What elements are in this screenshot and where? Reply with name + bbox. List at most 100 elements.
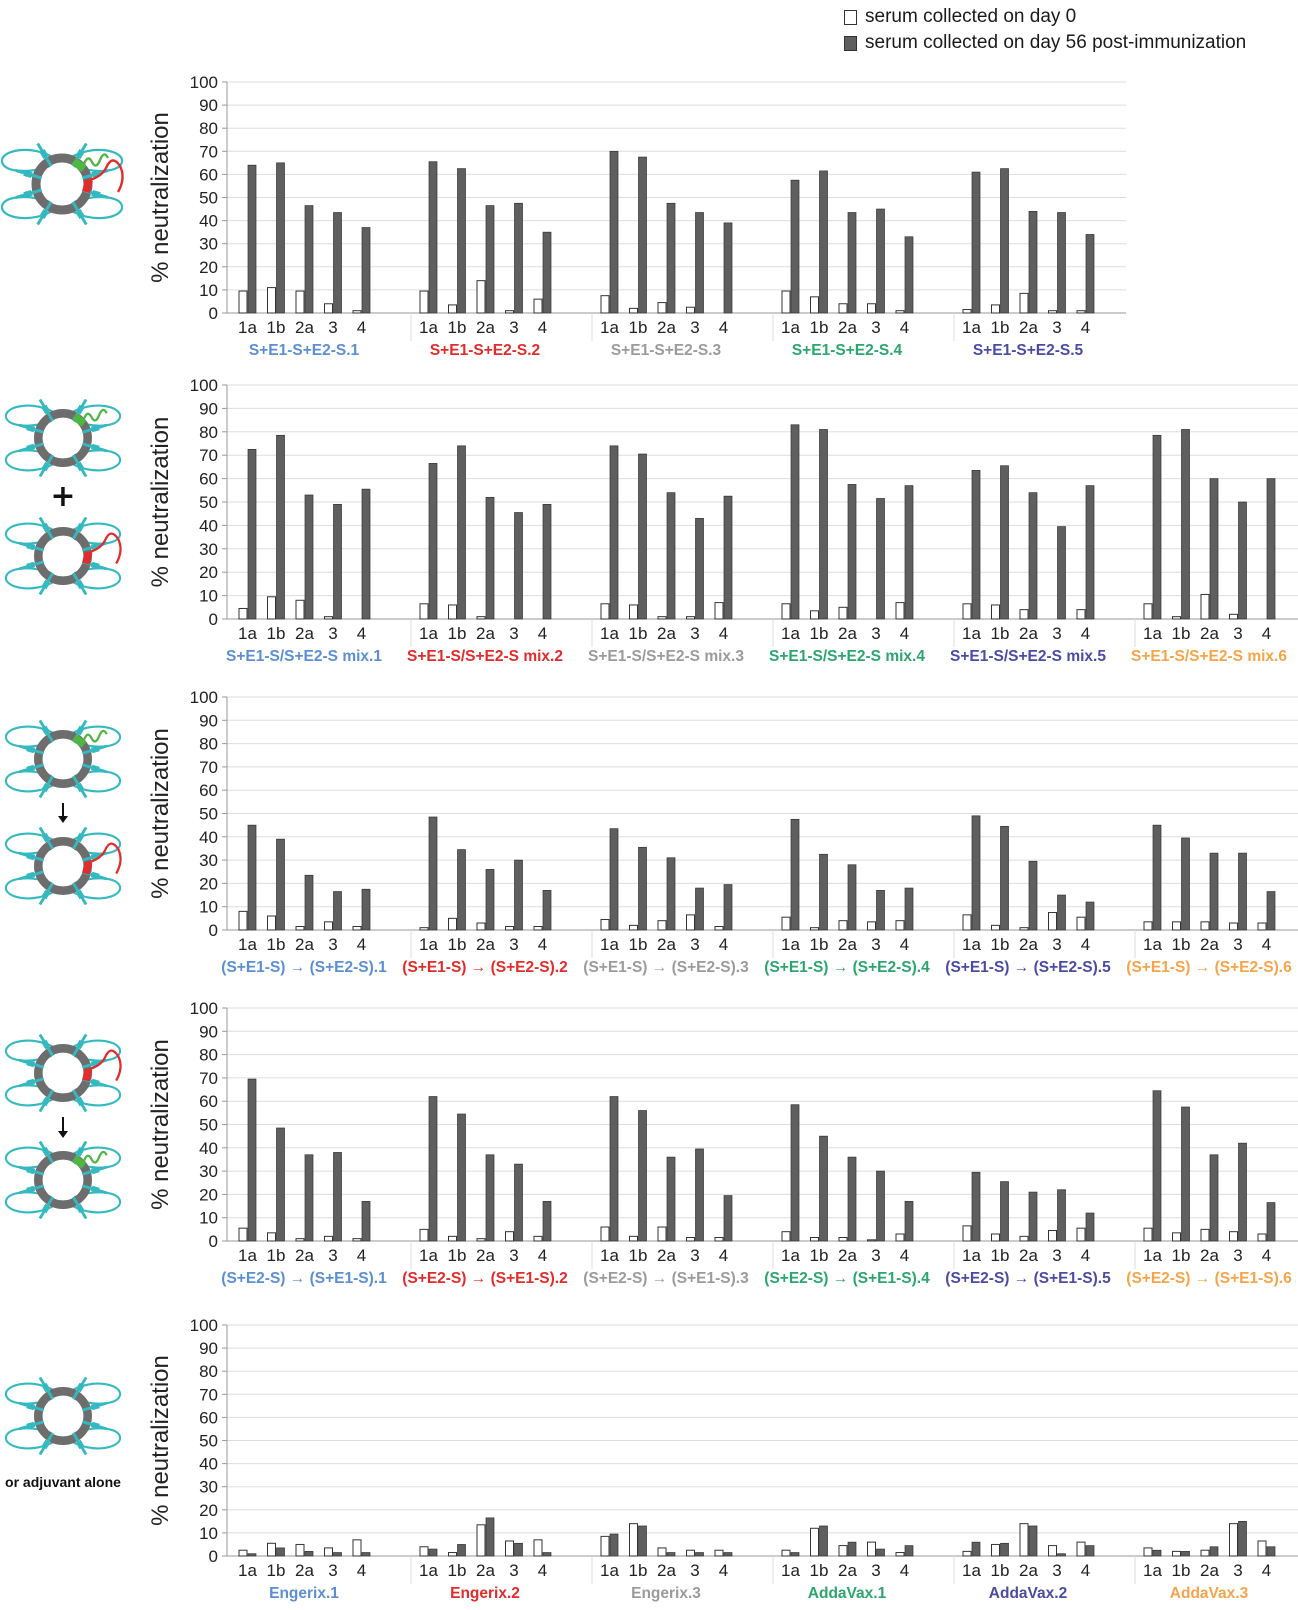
bar-day56	[819, 853, 828, 931]
x-tick-label: 4	[1081, 624, 1090, 643]
bar-day0	[1229, 1231, 1238, 1242]
x-tick-label: 2a	[1019, 1561, 1038, 1580]
x-tick-label: 4	[357, 1561, 366, 1580]
bar-day0	[238, 607, 248, 620]
x-tick-label: 2a	[657, 624, 676, 643]
bar-day0	[781, 1231, 791, 1242]
bar-day56	[723, 222, 733, 314]
group-label: (S+E2-S) → (S+E1-S).1	[221, 1270, 387, 1287]
bar-day0	[533, 1235, 543, 1242]
x-tick-label: 2a	[657, 1561, 676, 1580]
loop-path	[70, 1039, 122, 1062]
x-tick-label: 3	[328, 318, 337, 337]
y-tick-label: 40	[199, 1139, 218, 1158]
y-tick-label: 30	[199, 235, 218, 254]
bar-day56	[333, 212, 342, 314]
bar-day0	[895, 310, 905, 314]
bar-day56	[304, 494, 314, 620]
bar-day56	[1085, 901, 1095, 931]
bar-day0	[962, 309, 972, 314]
group-label-arrow: →	[290, 959, 306, 976]
y-tick-label: 20	[199, 874, 218, 893]
spike-head	[75, 404, 85, 415]
group-label-part1: (S+E1-S)	[945, 959, 1013, 976]
bar-day56	[1209, 852, 1219, 931]
bar-day56	[485, 1154, 495, 1242]
group-label-arrow: →	[1014, 959, 1030, 976]
x-tick-label: 3	[328, 935, 337, 954]
x-tick-label: 3	[1233, 1561, 1242, 1580]
x-tick-label: 2a	[1019, 935, 1038, 954]
bar-day0	[419, 1546, 429, 1557]
bar-day0	[962, 1225, 972, 1242]
bar-day56	[276, 162, 285, 314]
spike-head	[90, 1402, 100, 1411]
group-label-part2: (S+E2-S).1	[305, 959, 387, 976]
y-axis-label: % neutralization	[147, 1039, 174, 1210]
loop-path	[4, 567, 56, 590]
y-tick-label: 70	[199, 1069, 218, 1088]
x-tick-label: 1b	[629, 624, 648, 643]
bar-day0	[324, 616, 333, 620]
y-tick-label: 100	[190, 999, 218, 1018]
spike-head	[41, 1039, 51, 1050]
bar-day0	[629, 1235, 638, 1242]
group-label: S+E1-S/S+E2-S mix.5	[950, 648, 1106, 665]
bar-day0	[895, 1233, 905, 1242]
x-tick-label: 3	[509, 318, 518, 337]
bar-day0	[295, 926, 305, 931]
plasmid-ring	[34, 1387, 92, 1445]
group-label-part2: (S+E2-S).5	[1029, 959, 1111, 976]
x-tick-label: 1a	[419, 1561, 438, 1580]
y-tick-label: 0	[209, 610, 218, 629]
spike-head	[39, 149, 49, 159]
x-tick-label: 3	[1052, 935, 1061, 954]
x-tick-label: 2a	[1200, 935, 1219, 954]
spike-head	[41, 522, 51, 533]
x-tick-label: 1a	[962, 624, 981, 643]
insert-red	[82, 861, 93, 875]
chart-panel-1: 0 10 20 30 40 50 60 70 80 90 100 % neutralization 1a…	[147, 73, 1126, 359]
bar-day56	[457, 445, 466, 620]
y-tick-label: 90	[199, 1022, 218, 1041]
bar-day0	[352, 1539, 362, 1557]
bar-day0	[838, 1545, 848, 1557]
bar-day56	[457, 1544, 466, 1557]
spike-head	[39, 209, 49, 219]
bar-day0	[962, 603, 972, 620]
bar-day56	[723, 1195, 733, 1242]
spike-head	[90, 1166, 100, 1175]
insert-red	[82, 1068, 93, 1082]
x-tick-label: 1b	[1172, 1246, 1191, 1265]
bar-day56	[247, 1553, 257, 1557]
loop-path	[4, 725, 56, 748]
bar-day56	[457, 1113, 466, 1242]
bar-day0	[962, 914, 972, 931]
y-tick-label: 0	[209, 1232, 218, 1251]
bar-day0	[657, 920, 667, 931]
x-tick-label: 1a	[781, 624, 800, 643]
group-label-part2: (S+E1-S).3	[667, 1270, 749, 1287]
bar-day56	[1238, 852, 1247, 931]
y-tick-label: 20	[199, 1185, 218, 1204]
bar-day0	[1172, 616, 1181, 620]
x-tick-label: 1a	[419, 624, 438, 643]
group-label: S+E1-S/S+E2-S mix.4	[769, 648, 925, 665]
loop-path	[70, 404, 122, 427]
y-tick-label: 60	[199, 1408, 218, 1427]
x-tick-label: 1b	[991, 1561, 1010, 1580]
bar-day0	[533, 298, 543, 314]
x-tick-label: 1a	[781, 1561, 800, 1580]
bar-day56	[457, 168, 466, 314]
y-tick-label: 20	[199, 1501, 218, 1520]
spike-head	[26, 1402, 36, 1411]
y-tick-label: 80	[199, 1046, 218, 1065]
bar-day56	[1238, 501, 1247, 620]
spike-head	[23, 189, 33, 199]
bar-day0	[686, 306, 695, 314]
group-label-arrow: →	[1195, 1270, 1211, 1287]
x-tick-label: 1b	[448, 1246, 467, 1265]
bar-day56	[304, 874, 314, 931]
group-label-part2: (S+E2-S).4	[848, 959, 930, 976]
x-tick-label: 1b	[448, 318, 467, 337]
